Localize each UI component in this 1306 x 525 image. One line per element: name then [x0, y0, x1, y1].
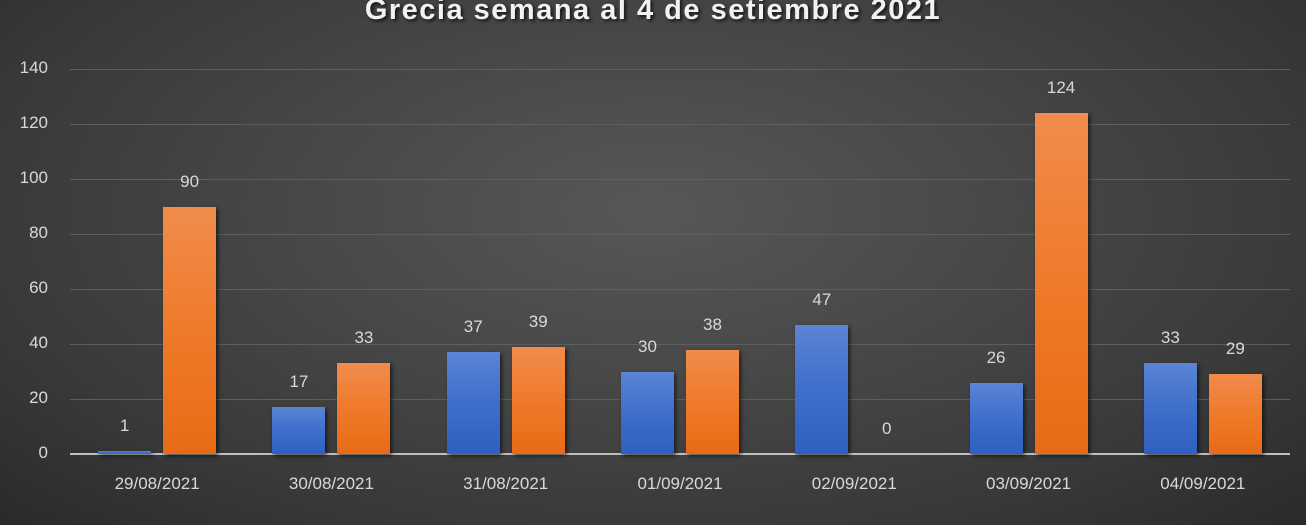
- gridline: [70, 124, 1290, 125]
- data-label: 0: [882, 419, 892, 438]
- bar-blue: [98, 451, 152, 454]
- y-tick-label: 100: [19, 168, 48, 187]
- gridline: [70, 289, 1290, 290]
- data-label: 124: [1046, 78, 1076, 97]
- bar-blue: [795, 324, 849, 454]
- bar-blue: [969, 382, 1023, 454]
- data-label: 26: [986, 347, 1006, 367]
- gridline: [70, 234, 1290, 235]
- gridline: [70, 344, 1290, 345]
- data-label: 1: [119, 416, 130, 436]
- data-label: 37: [463, 317, 483, 337]
- bar-blue: [621, 371, 674, 454]
- x-tick-label: 01/09/2021: [637, 474, 723, 493]
- x-tick-label: 04/09/2021: [1160, 474, 1246, 493]
- x-tick-label: 03/09/2021: [986, 474, 1072, 493]
- bar-blue: [272, 407, 326, 454]
- gridline: [70, 69, 1290, 70]
- y-tick-label: 80: [29, 223, 48, 242]
- data-label: 47: [812, 289, 832, 309]
- chart-title: Grecia semana al 4 de setiembre 2021: [364, 0, 942, 26]
- data-label: 29: [1225, 339, 1245, 359]
- bar-orange: [1208, 374, 1262, 454]
- y-tick-label: 140: [19, 58, 48, 77]
- y-tick-label: 0: [38, 443, 48, 462]
- data-label: 33: [354, 328, 374, 348]
- bar-orange: [686, 349, 739, 454]
- gridline: [70, 399, 1290, 400]
- y-tick-label: 40: [29, 333, 48, 352]
- data-label: 39: [528, 311, 548, 331]
- data-label: 38: [703, 314, 722, 334]
- x-tick-label: 02/09/2021: [811, 474, 897, 493]
- data-label: 17: [289, 372, 309, 392]
- gridline: [70, 179, 1290, 180]
- y-tick-label: 120: [19, 113, 48, 132]
- bar-blue: [446, 352, 500, 454]
- y-tick-label: 60: [29, 278, 48, 297]
- bar-blue: [1143, 363, 1197, 454]
- y-tick-label: 20: [29, 388, 48, 407]
- x-tick-label: 30/08/2021: [288, 474, 374, 493]
- bar-orange: [1034, 113, 1088, 454]
- x-axis-line: [70, 453, 1290, 455]
- x-tick-label: 31/08/2021: [463, 474, 549, 493]
- x-tick-label: 29/08/2021: [114, 474, 200, 493]
- data-label: 90: [180, 171, 200, 191]
- bar-orange: [163, 206, 217, 454]
- bar-orange: [337, 363, 391, 454]
- data-label: 33: [1160, 328, 1180, 348]
- bar-orange: [511, 346, 565, 454]
- data-label: 30: [638, 336, 657, 356]
